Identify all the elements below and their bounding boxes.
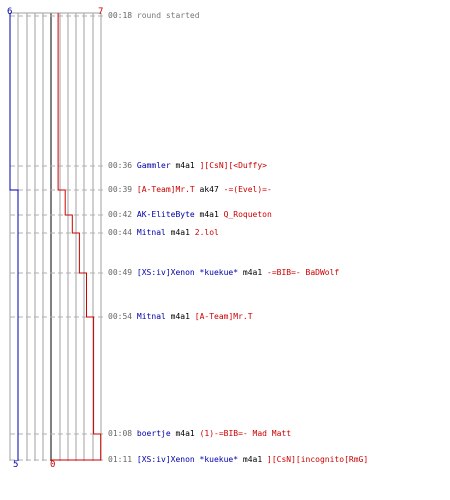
log-entry: 00:36 Gammler m4a1 ][CsN][<Duffy>: [108, 161, 267, 171]
weapon-name: m4a1: [199, 210, 219, 219]
killer-name: [XS:iv]Xenon *kuekue*: [136, 455, 239, 464]
timeline-grid: [9, 12, 102, 461]
weapon-name: m4a1: [170, 312, 190, 321]
victim-name: -=(Evel)=-: [223, 185, 272, 194]
killer-name: AK-EliteByte: [136, 210, 195, 219]
killer-name: boertje: [136, 429, 171, 438]
killer-name: Mitnal: [136, 312, 166, 321]
log-entry: 00:49 [XS:iv]Xenon *kuekue* m4a1 -=BIB=-…: [108, 268, 339, 278]
killer-name: Mitnal: [136, 228, 166, 237]
weapon-name: ak47: [199, 185, 219, 194]
event-time: 00:18: [108, 11, 133, 20]
event-dash-lines: [10, 15, 104, 461]
victim-name: [A-Team]Mr.T: [194, 312, 253, 321]
log-entry: 01:11 [XS:iv]Xenon *kuekue* m4a1 ][CsN][…: [108, 455, 368, 465]
victim-name: ][CsN][<Duffy>: [199, 161, 267, 170]
event-time: 01:08: [108, 429, 133, 438]
log-entry: 01:08 boertje m4a1 (1)-=BIB=- Mad Matt: [108, 429, 291, 439]
weapon-name: m4a1: [175, 429, 195, 438]
weapon-name: m4a1: [175, 161, 195, 170]
killer-name: [XS:iv]Xenon *kuekue*: [136, 268, 239, 277]
event-time: 01:11: [108, 455, 133, 464]
victim-name: 2.lol: [194, 228, 219, 237]
weapon-name: m4a1: [170, 228, 190, 237]
blue-team-score-line: [9, 13, 19, 461]
log-entry: 00:42 AK-EliteByte m4a1 Q_Roqueton: [108, 210, 272, 220]
red-start-score-label: 0: [50, 460, 55, 470]
weapon-name: m4a1: [242, 455, 263, 464]
log-entry: 00:44 Mitnal m4a1 2.lol: [108, 228, 219, 238]
killer-name: [A-Team]Mr.T: [136, 185, 195, 194]
victim-name: -=BIB=- BaDWolf: [267, 268, 340, 277]
weapon-name: m4a1: [242, 268, 263, 277]
red-end-score-label: 7: [98, 7, 103, 17]
event-time: 00:44: [108, 228, 133, 237]
event-time: 00:54: [108, 312, 133, 321]
log-entry: 00:39 [A-Team]Mr.T ak47 -=(Evel)=-: [108, 185, 272, 195]
log-entry: 00:18 round started: [108, 11, 200, 21]
victim-name: (1)-=BIB=- Mad Matt: [199, 429, 292, 438]
red-team-score-line: [50, 13, 102, 461]
killer-name: Gammler: [136, 161, 171, 170]
blue-start-score-label: 6: [7, 7, 12, 17]
victim-name: ][CsN][incognito[RmG]: [267, 455, 369, 464]
victim-name: Q_Roqueton: [223, 210, 272, 219]
event-time: 00:36: [108, 161, 133, 170]
event-time: 00:42: [108, 210, 133, 219]
event-time: 00:39: [108, 185, 133, 194]
log-entry: 00:54 Mitnal m4a1 [A-Team]Mr.T: [108, 312, 253, 322]
blue-end-score-label: 5: [13, 460, 18, 470]
event-time: 00:49: [108, 268, 133, 277]
event-text: round started: [136, 11, 200, 20]
